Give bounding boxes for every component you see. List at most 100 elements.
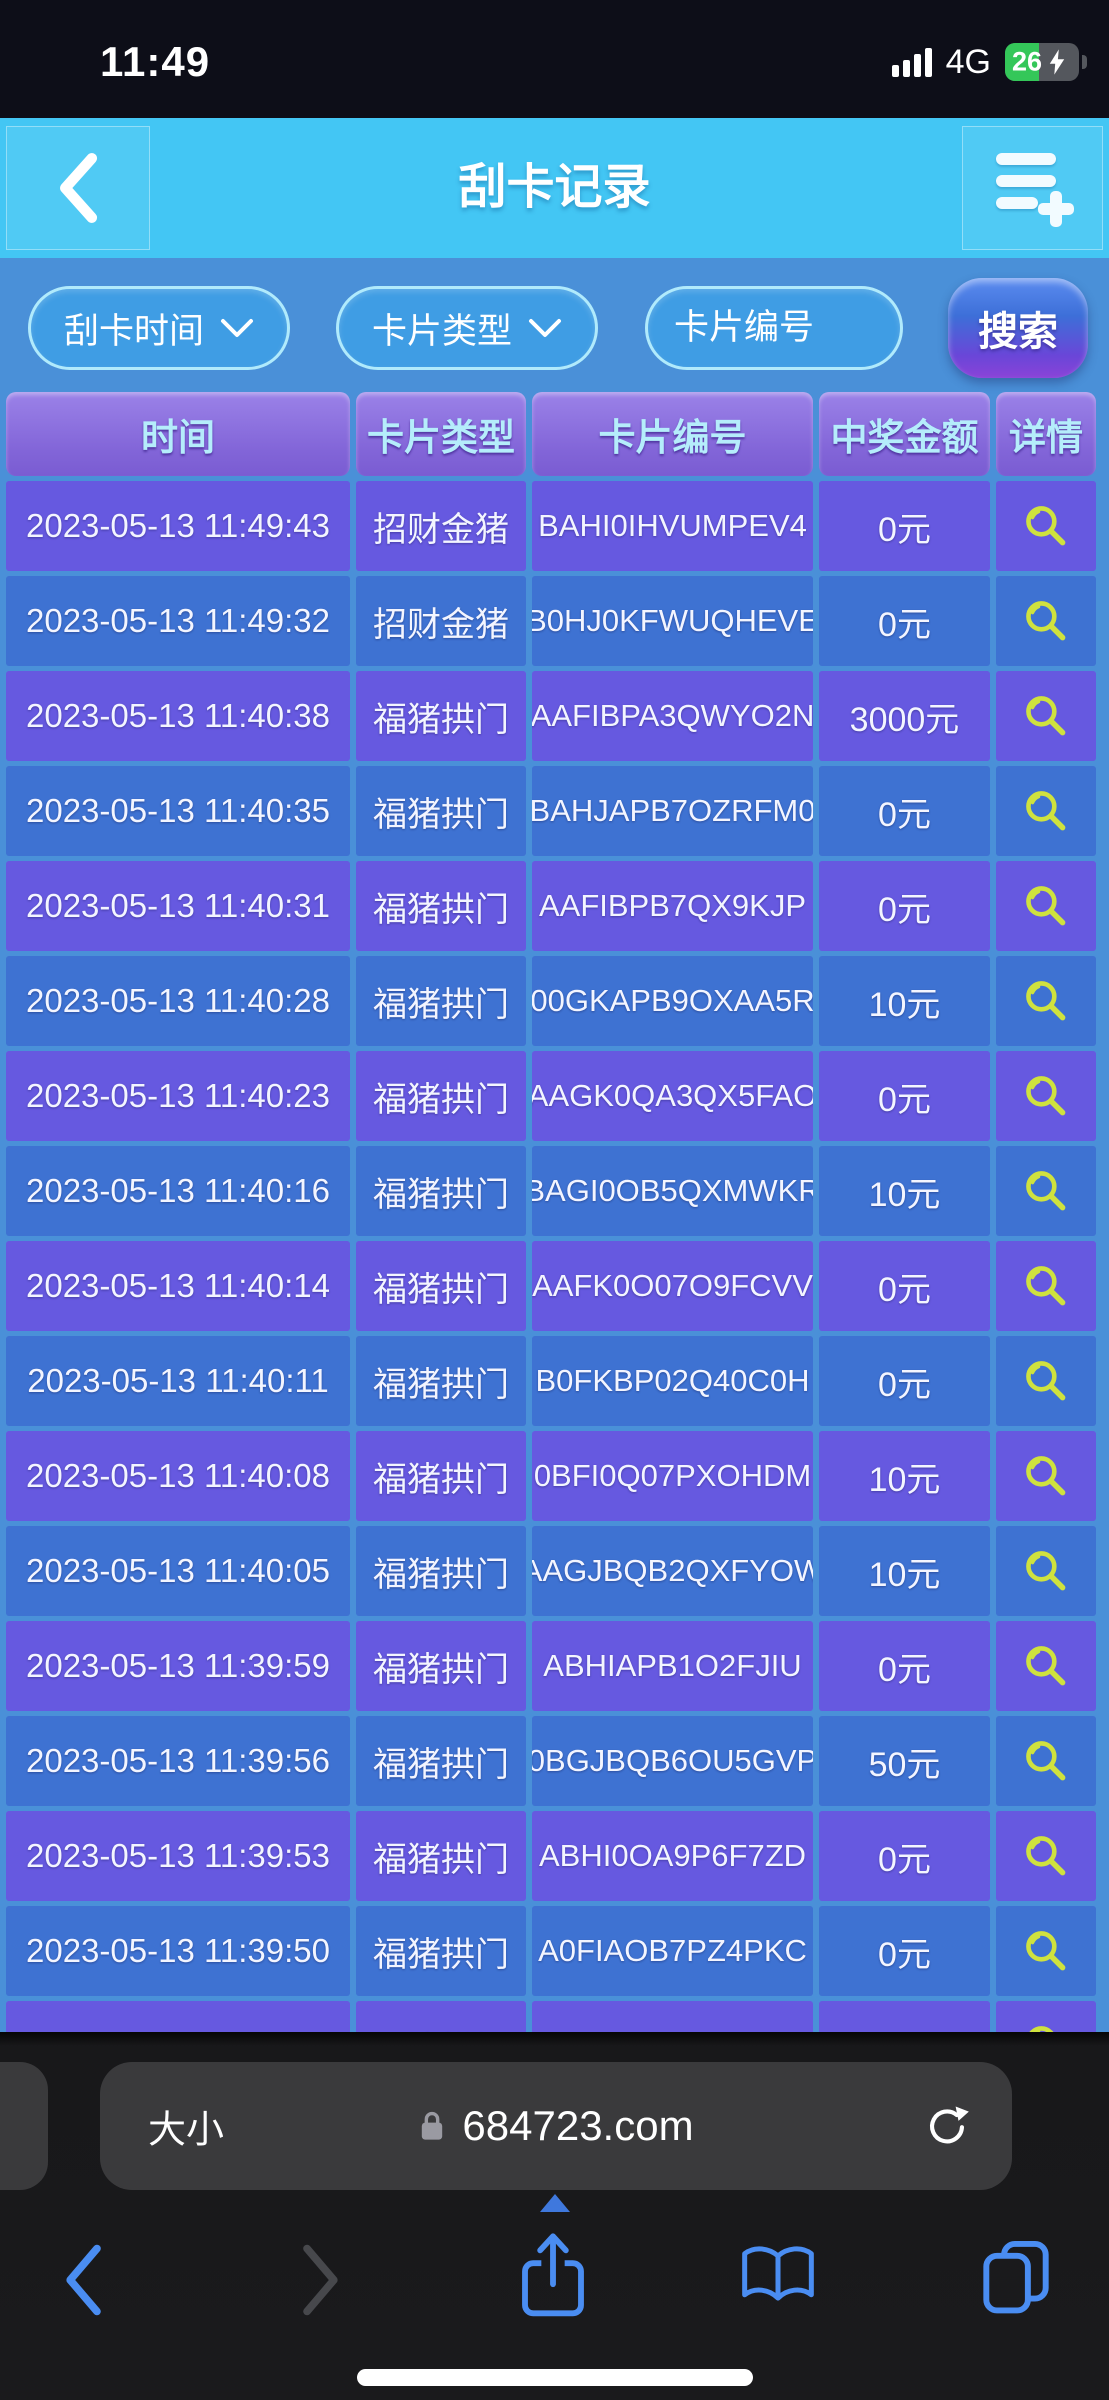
table-row: 2023-05-13 11:39:53 福猪拱门 ABHI0OA9P6F7ZD …: [0, 1811, 1109, 1901]
cell-prize-amount: 10元: [819, 956, 990, 1046]
home-indicator[interactable]: [356, 2369, 753, 2386]
browser-back-button[interactable]: [62, 2242, 104, 2318]
detail-button[interactable]: [996, 671, 1096, 761]
filter-bar: 刮卡时间 卡片类型 搜索: [0, 278, 1109, 378]
table-row: 2023-05-13 11:40:23 福猪拱门 AAGK0QA3QX5FAO …: [0, 1051, 1109, 1141]
search-button[interactable]: 搜索: [948, 278, 1088, 378]
reload-icon: [930, 2106, 969, 2144]
card-number-input[interactable]: [674, 308, 874, 348]
type-filter-dropdown[interactable]: 卡片类型: [336, 286, 598, 370]
cell-card-type: 福猪拱门: [356, 1241, 526, 1331]
browser-forward-button[interactable]: [300, 2242, 342, 2318]
detail-button[interactable]: [996, 766, 1096, 856]
chevron-down-icon: [529, 319, 561, 337]
magnifier-icon: [1026, 791, 1066, 831]
table-row: 2023-05-13 11:49:32 招财金猪 B0HJ0KFWUQHEVE …: [0, 576, 1109, 666]
previous-tab-stub[interactable]: [0, 2062, 48, 2190]
cell-card-type: 福猪拱门: [356, 1906, 526, 1996]
share-icon: [522, 2233, 584, 2317]
cell-card-type: 福猪拱门: [356, 956, 526, 1046]
tabs-icon: [983, 2240, 1049, 2314]
col-header-detail: 详情: [996, 392, 1096, 476]
network-type-label: 4G: [945, 42, 991, 81]
share-button[interactable]: [518, 2230, 588, 2322]
cell-card-type: 福猪拱门: [356, 1146, 526, 1236]
cell-prize-amount: 0元: [819, 1621, 990, 1711]
cell-prize-amount: 0元: [819, 766, 990, 856]
cell-time: 2023-05-13 11:40:23: [6, 1051, 350, 1141]
cell-card-type: 福猪拱门: [356, 671, 526, 761]
detail-button[interactable]: [996, 1241, 1096, 1331]
col-header-card-type: 卡片类型: [356, 392, 526, 476]
magnifier-icon: [1026, 981, 1066, 1021]
status-bar: 11:49 4G 26: [0, 0, 1109, 118]
back-button[interactable]: [6, 126, 150, 250]
detail-button[interactable]: [996, 1526, 1096, 1616]
browser-chrome: 大小 684723.com: [0, 2032, 1109, 2400]
magnifier-icon: [1026, 886, 1066, 926]
magnifier-icon: [1026, 1361, 1066, 1401]
time-filter-label: 刮卡时间: [63, 311, 204, 351]
detail-button[interactable]: [996, 1811, 1096, 1901]
detail-button[interactable]: [996, 1716, 1096, 1806]
detail-button[interactable]: [996, 861, 1096, 951]
cell-card-type: 福猪拱门: [356, 1621, 526, 1711]
detail-button[interactable]: [996, 1431, 1096, 1521]
table-row: 2023-05-13 11:40:35 福猪拱门 BAHJAPB7OZRFM0 …: [0, 766, 1109, 856]
cell-card-number: AAGJBQB2QXFYOW: [532, 1526, 813, 1616]
detail-button[interactable]: [996, 481, 1096, 571]
table-row: 2023-05-13 11:39:59 福猪拱门 ABHIAPB1O2FJIU …: [0, 1621, 1109, 1711]
cell-time: 2023-05-13 11:49:43: [6, 481, 350, 571]
lock-icon: [422, 2111, 443, 2140]
cell-card-type: 福猪拱门: [356, 1716, 526, 1806]
caret-up-indicator: [540, 2194, 570, 2212]
detail-button[interactable]: [996, 1621, 1096, 1711]
detail-button[interactable]: [996, 2001, 1096, 2032]
url-bar[interactable]: 大小 684723.com: [100, 2062, 1012, 2190]
chevron-left-icon: [60, 153, 98, 223]
cell-card-type: 招财金猪: [356, 576, 526, 666]
table-row: 2023-05-13 11:39:47 福猪拱门 A0FIB0A3PZWE1O …: [0, 2001, 1109, 2032]
detail-button[interactable]: [996, 1146, 1096, 1236]
battery-fill: [1005, 43, 1039, 81]
detail-button[interactable]: [996, 1051, 1096, 1141]
status-time: 11:49: [100, 38, 211, 85]
cell-prize-amount: 3000元: [819, 671, 990, 761]
cell-prize-amount: 0元: [819, 576, 990, 666]
cell-card-type: 福猪拱门: [356, 861, 526, 951]
status-right-cluster: 4G 26: [891, 42, 1087, 82]
menu-add-button[interactable]: [962, 126, 1103, 250]
magnifier-icon: [1026, 1836, 1066, 1876]
table-row: 2023-05-13 11:49:43 招财金猪 BAHI0IHVUMPEV4 …: [0, 481, 1109, 571]
cell-prize-amount: 0元: [819, 1051, 990, 1141]
bookmarks-button[interactable]: [738, 2242, 818, 2312]
chevron-down-icon: [221, 319, 253, 337]
list-add-icon: [995, 149, 1074, 227]
detail-button[interactable]: [996, 1336, 1096, 1426]
chevron-right-icon: [303, 2244, 338, 2316]
detail-button[interactable]: [996, 1906, 1096, 1996]
cell-time: 2023-05-13 11:40:11: [6, 1336, 350, 1426]
cell-time: 2023-05-13 11:39:53: [6, 1811, 350, 1901]
cell-card-number: 0BGJBQB6OU5GVP: [532, 1716, 813, 1806]
cell-prize-amount: 10元: [819, 1431, 990, 1521]
table-row: 2023-05-13 11:40:31 福猪拱门 AAFIBPB7QX9KJP …: [0, 861, 1109, 951]
reload-button[interactable]: [924, 2103, 970, 2149]
time-filter-dropdown[interactable]: 刮卡时间: [28, 286, 290, 370]
tabs-button[interactable]: [978, 2238, 1054, 2314]
cell-card-number: ABHIAPB1O2FJIU: [532, 1621, 813, 1711]
detail-button[interactable]: [996, 576, 1096, 666]
magnifier-icon: [1026, 1076, 1066, 1116]
detail-button[interactable]: [996, 956, 1096, 1046]
font-size-button[interactable]: 大小: [148, 2109, 225, 2152]
table-row: 2023-05-13 11:39:50 福猪拱门 A0FIAOB7PZ4PKC …: [0, 1906, 1109, 1996]
table-row: 2023-05-13 11:40:16 福猪拱门 BAGI0OB5QXMWKR …: [0, 1146, 1109, 1236]
card-number-field-wrap: [645, 286, 903, 370]
cell-time: 2023-05-13 11:40:14: [6, 1241, 350, 1331]
cell-card-type: 福猪拱门: [356, 1336, 526, 1426]
cell-time: 2023-05-13 11:40:35: [6, 766, 350, 856]
cell-time: 2023-05-13 11:49:32: [6, 576, 350, 666]
cell-card-type: 招财金猪: [356, 481, 526, 571]
records-table: 时间 卡片类型 卡片编号 中奖金额 详情 2023-05-13 11:49:43…: [0, 392, 1109, 2032]
